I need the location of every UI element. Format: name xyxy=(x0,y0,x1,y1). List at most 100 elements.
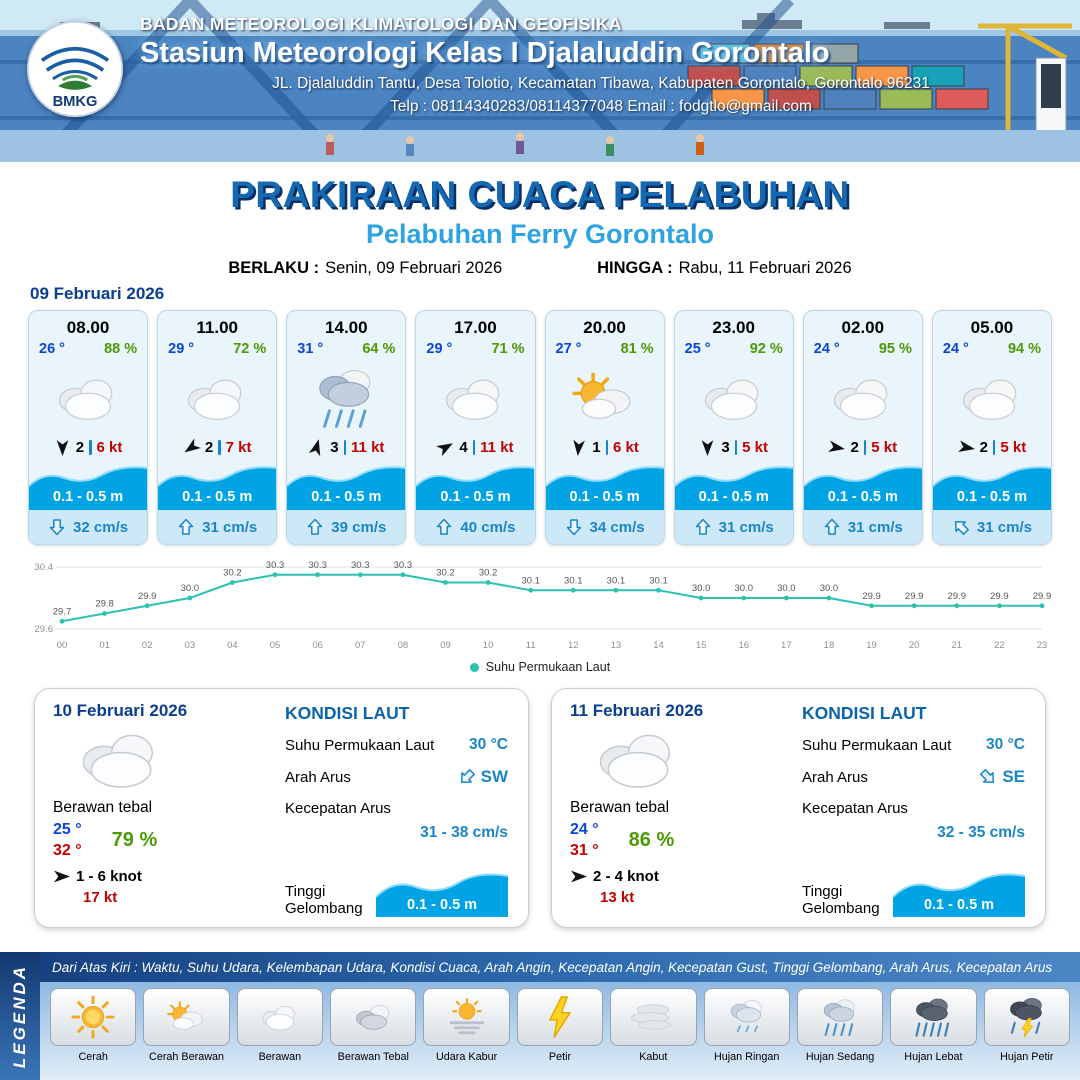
forecast-time: 14.00 xyxy=(325,318,368,337)
kondisi-laut-title: KONDISI LAUT xyxy=(802,703,927,723)
svg-text:10: 10 xyxy=(483,640,494,651)
wave-height-band: 0.1 - 0.5 m xyxy=(29,462,148,510)
legend-icon-card xyxy=(236,988,324,1046)
svg-text:30.3: 30.3 xyxy=(394,560,413,571)
day-condition: Berawan tebal xyxy=(53,799,153,816)
humidity-value: 72 % xyxy=(233,341,267,357)
wave-height-band: 0.1 - 0.5 m xyxy=(545,462,664,510)
legend-icon-card xyxy=(703,988,790,1046)
validity-period: BERLAKU : Senin, 09 Februari 2026 HINGGA … xyxy=(0,259,1080,278)
legend-item-label: Hujan Lebat xyxy=(904,1051,963,1063)
wind-row: 2 5 kt xyxy=(933,439,1051,462)
valid-from: BERLAKU : Senin, 09 Februari 2026 xyxy=(228,259,502,278)
svg-text:30.0: 30.0 xyxy=(181,583,200,594)
wind-row: 2 7 kt xyxy=(158,436,276,462)
current-speed: 31 cm/s xyxy=(847,518,903,536)
svg-text:30.1: 30.1 xyxy=(564,575,583,586)
svg-text:09: 09 xyxy=(440,640,451,651)
divider xyxy=(472,440,476,455)
temp-humidity-row: 25 ° 92 % xyxy=(675,338,793,357)
current-direction-label: Arah Arus xyxy=(802,768,868,786)
divider xyxy=(734,440,738,455)
current-arrow-icon xyxy=(454,764,479,789)
wind-row: 2 5 kt xyxy=(804,439,922,462)
legend-item-label: Petir xyxy=(548,1051,572,1063)
wave-height-value: 0.1 - 0.5 m xyxy=(440,489,511,505)
wave-height-value: 0.1 - 0.5 m xyxy=(569,489,640,505)
current-speed: 31 cm/s xyxy=(976,518,1032,536)
temp-humidity-row: 26 ° 88 % xyxy=(29,338,147,357)
wind-arrow-icon xyxy=(956,438,976,458)
current-direction-icon xyxy=(177,518,195,536)
forecast-card: 14.00 31 ° 64 % 3 11 kt 0.1 - 0.5 m 39 c… xyxy=(286,310,407,545)
svg-text:03: 03 xyxy=(185,640,196,651)
current-direction-row: Arah Arus SW xyxy=(285,767,508,787)
legend-item: Cerah xyxy=(50,988,137,1063)
svg-text:30.0: 30.0 xyxy=(777,583,796,594)
wave-height-value: 0.1 - 0.5 m xyxy=(956,489,1027,505)
wind-force: 2 xyxy=(75,439,85,456)
wave-height-value: 0.1 - 0.5 m xyxy=(311,489,382,505)
agency-name: BADAN METEOROLOGI KLIMATOLOGI DAN GEOFIS… xyxy=(140,14,622,34)
wind-force: 3 xyxy=(330,439,339,456)
svg-text:16: 16 xyxy=(738,640,749,651)
wind-direction-icon xyxy=(956,438,976,458)
air-temperature: 29 ° xyxy=(426,341,453,357)
current-arrow-icon xyxy=(694,518,712,536)
temp-humidity-row: 31 ° 64 % xyxy=(287,338,405,357)
wave-height-value: 0.1 - 0.5 m xyxy=(182,489,253,505)
svg-text:30.3: 30.3 xyxy=(308,560,327,571)
current-row: 39 cm/s xyxy=(287,510,406,544)
current-direction-icon xyxy=(976,764,1001,789)
wind-speed: 11 kt xyxy=(351,439,385,456)
legend-item: Hujan Lebat xyxy=(890,988,977,1063)
forecast-card: 02.00 24 ° 95 % 2 5 kt 0.1 - 0.5 m 31 cm… xyxy=(802,310,923,545)
wave-icon xyxy=(158,466,277,510)
current-direction-icon xyxy=(694,518,712,536)
current-direction: SW xyxy=(458,767,508,787)
wave-height-band: 0.1 - 0.5 m xyxy=(674,462,793,510)
svg-text:14: 14 xyxy=(653,640,664,651)
wave-height-value: 0.1 - 0.5 m xyxy=(406,897,478,913)
legend-dot-icon xyxy=(469,662,479,672)
legend-item: Petir xyxy=(516,988,604,1063)
hingga-value: Rabu, 11 Februari 2026 xyxy=(678,259,852,277)
svg-text:30.2: 30.2 xyxy=(479,568,498,579)
humidity-value: 92 % xyxy=(749,341,783,357)
legend-item: Kabut xyxy=(610,988,697,1063)
wave-height-value: 0.1 - 0.5 m xyxy=(827,489,898,505)
day-temps: 24 ° 31 ° xyxy=(570,821,599,860)
wind-speed: 5 kt xyxy=(871,439,898,456)
wind-arrow-icon xyxy=(699,439,716,456)
weather-icon-slot xyxy=(675,357,793,439)
wind-direction-icon xyxy=(179,436,203,460)
daily-forecast-card: 10 Februari 2026 Berawan tebal 25 ° 32 °… xyxy=(34,688,529,928)
current-row: 31 cm/s xyxy=(932,510,1051,544)
hourly-forecast-section: 09 Februari 2026 08.00 26 ° 88 % 2 6 kt … xyxy=(0,278,1080,545)
wave-icon xyxy=(376,873,508,917)
day-gust: 17 kt xyxy=(83,889,118,906)
legend-icon-card xyxy=(890,988,977,1046)
wind-row: 1 6 kt xyxy=(546,439,664,462)
rain-heavy-icon xyxy=(910,994,956,1040)
wave-height-band: 0.1 - 0.5 m xyxy=(803,462,922,510)
sst-value: 30 °C xyxy=(469,736,508,753)
current-speed: 40 cm/s xyxy=(460,518,516,536)
temp-min: 24 ° xyxy=(570,821,599,838)
current-speed-label: Kecepatan Arus xyxy=(802,800,908,817)
header-banner: BMKG BADAN METEOROLOGI KLIMATOLOGI DAN G… xyxy=(0,0,1080,162)
svg-text:02: 02 xyxy=(142,640,153,651)
current-direction-icon xyxy=(823,518,841,536)
legenda-label: LEGENDA xyxy=(10,963,29,1069)
wave-height-label: Tinggi Gelombang xyxy=(285,883,363,917)
svg-text:08: 08 xyxy=(398,640,409,651)
sea-surface-temp-chart: 30.4 29.6 29.7 00 29.8 01 29.9 02 30.0 03 30.2 04 30… xyxy=(0,545,1080,674)
weather-icon-slot xyxy=(29,357,147,439)
day-humidity: 86 % xyxy=(628,829,675,851)
temp-max: 32 ° xyxy=(53,842,82,859)
svg-text:29.9: 29.9 xyxy=(948,591,967,602)
legend-item-label: Kabut xyxy=(639,1051,668,1063)
day-wind-range: 1 - 6 knot xyxy=(76,868,142,885)
current-direction-icon xyxy=(306,518,324,536)
air-temperature: 26 ° xyxy=(39,341,65,357)
